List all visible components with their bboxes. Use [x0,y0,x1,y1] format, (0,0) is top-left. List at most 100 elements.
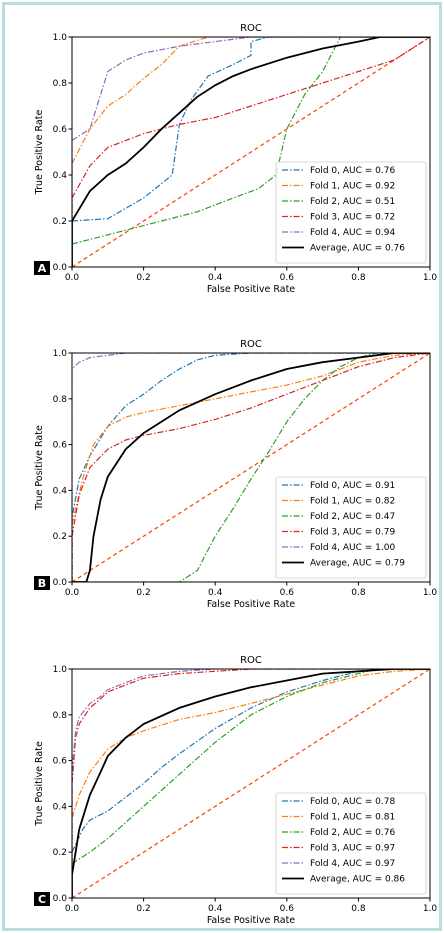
y-tick-label: 0.2 [53,217,67,227]
legend: Fold 0, AUC = 0.78 Fold 1, AUC = 0.81 Fold… [275,792,427,895]
series-lines [72,353,430,582]
y-tick-label: 0.4 [53,802,68,812]
x-tick-label: 0.4 [208,273,223,283]
legend-entry: Average, AUC = 0.76 [310,244,405,254]
legend-box [275,161,427,264]
x-axis-label: False Positive Rate [207,284,295,295]
y-tick-label: 0.0 [53,263,68,273]
legend-entry: Average, AUC = 0.79 [310,559,405,569]
y-tick-label: 0.2 [53,848,67,858]
legend-box [275,476,427,579]
y-tick-label: 0.0 [53,894,68,904]
series-line-5 [72,37,430,267]
series-line-4 [72,353,430,582]
series-line-0 [72,37,430,267]
y-tick-label: 1.0 [53,349,68,359]
x-tick-label: 1.0 [423,588,438,598]
x-tick-label: 0.6 [280,588,295,598]
legend-box [275,792,427,895]
series-line-1 [72,37,430,267]
legend-entry: Fold 1, AUC = 0.81 [310,813,395,823]
x-tick-label: 0.2 [136,588,150,598]
y-tick-label: 0.8 [53,395,68,405]
series-line-2 [72,669,430,898]
panel-label: A [38,262,47,275]
x-axis-label: False Positive Rate [207,915,295,926]
legend-entry: Fold 4, AUC = 1.00 [310,543,395,553]
panel-label-box [34,261,50,275]
x-tick-label: 0.0 [65,273,80,283]
legend-entry: Fold 2, AUC = 0.76 [310,828,395,838]
y-tick-label: 0.6 [53,441,68,451]
legend-entry: Fold 0, AUC = 0.78 [310,797,395,807]
legend-entry: Fold 0, AUC = 0.76 [310,166,395,176]
series-line-2 [72,353,430,582]
panel-label: C [38,893,46,906]
x-tick-label: 1.0 [423,273,438,283]
legend-entry: Fold 1, AUC = 0.82 [310,497,395,507]
x-tick-label: 0.8 [351,904,366,914]
x-tick-label: 0.6 [280,904,295,914]
chance-diagonal-line [72,353,430,582]
x-tick-label: 0.4 [208,904,223,914]
chart-title: ROC [240,23,262,34]
x-tick-label: 0.6 [280,273,295,283]
series-line-3 [72,353,430,582]
series-lines [72,669,430,898]
y-tick-label: 1.0 [53,665,68,675]
roc-panel-b: ROC 0.0 0.2 0.4 0.6 0.8 1.0 0.0 0.2 0.4 0.6 0.8 1.0 F… [34,339,437,610]
x-tick-label: 0.2 [136,273,150,283]
y-tick-label: 0.6 [53,757,68,767]
x-tick-label: 0.0 [65,904,80,914]
legend-entry: Fold 3, AUC = 0.79 [310,528,395,538]
y-tick-label: 0.4 [53,486,68,496]
x-tick-label: 0.2 [136,904,150,914]
legend-entry: Fold 2, AUC = 0.51 [310,197,395,207]
y-axis-label: True Positive Rate [34,110,45,196]
series-line-2 [72,37,430,267]
legend-entry: Fold 4, AUC = 0.94 [310,228,395,238]
series-line-3 [72,37,430,267]
y-tick-label: 0.6 [53,125,68,135]
x-axis-label: False Positive Rate [207,599,295,610]
panel-label-box [34,576,50,590]
legend-entry: Fold 2, AUC = 0.47 [310,512,395,522]
legend-entry: Fold 0, AUC = 0.91 [310,481,395,491]
y-tick-label: 0.0 [53,578,68,588]
x-tick-label: 0.8 [351,273,366,283]
plot-frame [71,36,431,268]
panel-label-box [34,892,50,906]
legend-entry: Fold 3, AUC = 0.72 [310,213,395,223]
y-axis-label: True Positive Rate [34,741,45,827]
legend-entry: Average, AUC = 0.86 [310,875,405,885]
x-tick-label: 0.0 [65,588,80,598]
x-tick-label: 0.8 [351,588,366,598]
series-lines [72,37,430,267]
x-tick-label: 0.4 [208,588,223,598]
y-tick-label: 1.0 [53,33,68,43]
series-line-0 [72,353,430,582]
plot-frame [71,352,431,583]
y-tick-label: 0.4 [53,171,68,181]
series-line-1 [72,669,430,898]
legend-entry: Fold 1, AUC = 0.92 [310,182,395,192]
chance-diagonal-line [72,669,430,898]
roc-panel-a: ROC 0.0 0.2 0.4 0.6 0.8 1.0 0.0 0.2 0.4 0.6 0.8 1.0 F… [34,23,437,295]
series-line-4 [72,37,430,267]
panel-label: B [38,577,46,590]
legend: Fold 0, AUC = 0.91 Fold 1, AUC = 0.82 Fold… [275,476,427,579]
y-tick-label: 0.8 [53,79,68,89]
roc-panel-c: ROC 0.0 0.2 0.4 0.6 0.8 1.0 0.0 0.2 0.4 0.6 0.8 1.0 F… [34,655,437,926]
y-tick-label: 0.2 [53,532,67,542]
plot-frame [71,668,431,899]
y-tick-label: 0.8 [53,711,68,721]
chart-title: ROC [240,655,262,666]
legend: Fold 0, AUC = 0.76 Fold 1, AUC = 0.92 Fold… [275,161,427,264]
legend-entry: Fold 3, AUC = 0.97 [310,844,395,854]
series-line-5 [72,353,430,582]
x-tick-label: 1.0 [423,904,438,914]
series-line-4 [72,669,430,898]
legend-entry: Fold 4, AUC = 0.97 [310,859,395,869]
